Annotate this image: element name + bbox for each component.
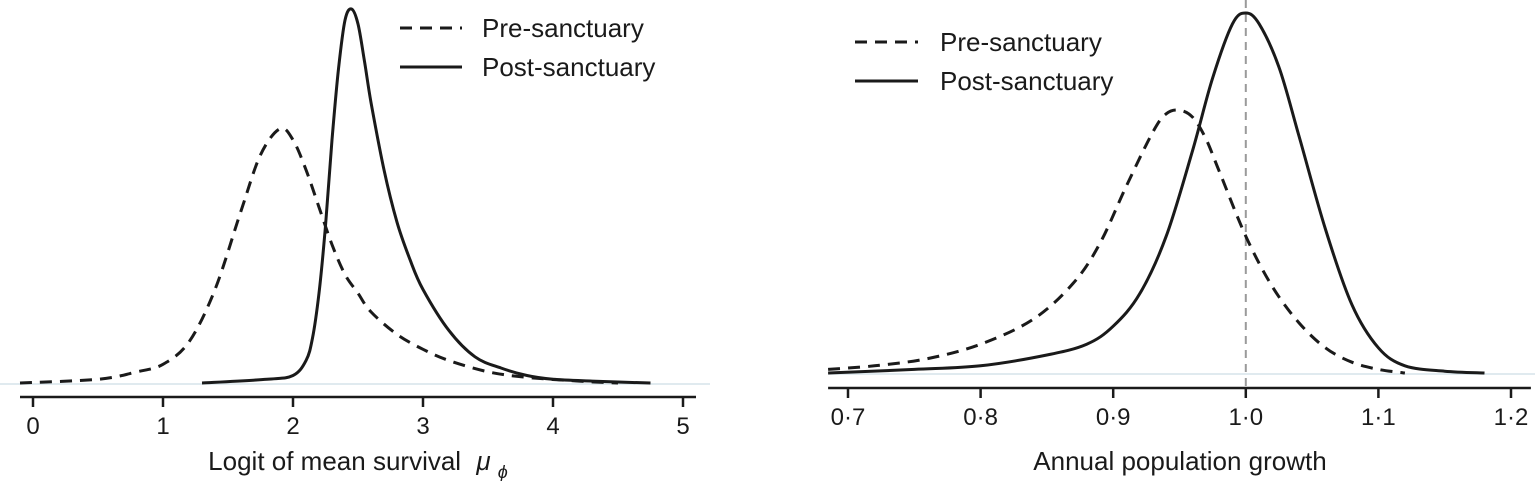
series-line-post-sanctuary <box>201 7 651 385</box>
x-tick-label: 0·7 <box>831 404 866 431</box>
x-tick-label: 1·0 <box>1228 404 1263 431</box>
x-tick-label: 3 <box>416 413 429 440</box>
x-axis-ticks: 0·7 0·8 0·9 1·0 1·1 1·2 <box>831 388 1529 431</box>
legend-label-pre-sanctuary: Pre-sanctuary <box>482 13 644 43</box>
x-axis-label-subscript: ϕ <box>498 462 508 481</box>
legend-label-pre-sanctuary: Pre-sanctuary <box>940 27 1102 57</box>
x-tick-label: 1·1 <box>1361 404 1396 431</box>
x-tick-label: 0 <box>26 413 39 440</box>
x-tick-label: 2 <box>286 413 299 440</box>
legend: Pre-sanctuary Post-sanctuary <box>855 27 1113 96</box>
x-tick-label: 4 <box>546 413 559 440</box>
x-tick-label: 1·2 <box>1494 404 1529 431</box>
panel-survival: 0 1 2 3 4 5 Logit of mean survival μ ϕ Pre-sa… <box>0 7 710 481</box>
x-tick-label: 0·9 <box>1096 404 1131 431</box>
series-line-pre-sanctuary <box>19 126 619 385</box>
curves-group <box>0 7 710 385</box>
panel-population-growth: 0·7 0·8 0·9 1·0 1·1 1·2 Annual population gro… <box>827 0 1535 476</box>
x-axis-label-symbol: μ <box>475 446 490 476</box>
x-axis-label: Annual population growth <box>1033 446 1326 476</box>
x-tick-label: 1 <box>156 413 169 440</box>
legend-label-post-sanctuary: Post-sanctuary <box>940 66 1113 96</box>
x-tick-label: 0·8 <box>963 404 998 431</box>
x-axis-ticks: 0 1 2 3 4 5 <box>26 397 690 440</box>
legend: Pre-sanctuary Post-sanctuary <box>400 13 655 82</box>
x-tick-label: 5 <box>676 413 689 440</box>
series-line-pre-sanctuary <box>827 108 1406 375</box>
legend-label-post-sanctuary: Post-sanctuary <box>482 52 655 82</box>
x-axis-label: Logit of mean survival μ ϕ <box>208 446 508 481</box>
x-axis-label-text: Logit of mean survival <box>208 446 461 476</box>
series-line-post-sanctuary <box>828 11 1485 375</box>
curves-group <box>827 11 1535 375</box>
